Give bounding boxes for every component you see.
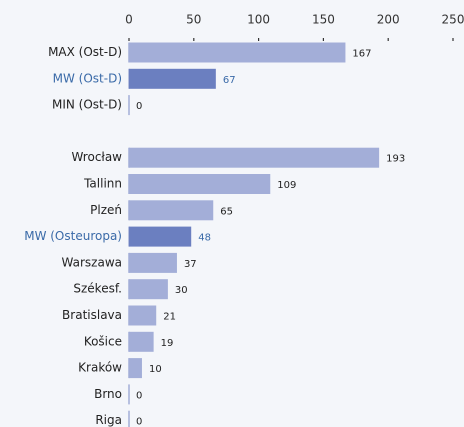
category-label: Wrocław — [71, 150, 122, 164]
x-tick-label: 250 — [442, 13, 464, 27]
bar — [129, 252, 177, 273]
value-label: 37 — [184, 259, 197, 270]
bar — [129, 358, 142, 379]
x-tick-label: 100 — [247, 13, 270, 27]
category-label: Brno — [94, 387, 122, 401]
x-tick-label: 150 — [312, 13, 335, 27]
value-label: 0 — [136, 390, 142, 401]
category-label: MW (Ost-D) — [53, 71, 122, 85]
bar — [129, 42, 346, 63]
bar — [129, 147, 380, 168]
bar — [129, 200, 214, 221]
x-tick-label: 0 — [125, 13, 133, 27]
category-label: MW (Osteuropa) — [24, 229, 122, 243]
category-label: Tallinn — [83, 177, 122, 191]
value-label: 10 — [149, 364, 162, 375]
value-label: 109 — [277, 180, 296, 191]
value-label: 167 — [352, 49, 371, 60]
category-label: Riga — [95, 413, 122, 427]
x-tick-label: 50 — [186, 13, 201, 27]
value-label: 30 — [175, 285, 188, 296]
category-label: Bratislava — [62, 308, 122, 322]
category-label: Kraków — [78, 361, 122, 375]
category-label: Plzeń — [90, 203, 122, 217]
value-label: 65 — [220, 206, 233, 217]
value-label: 19 — [161, 338, 174, 349]
value-label: 21 — [163, 312, 176, 323]
bar — [129, 68, 216, 89]
x-tick-label: 200 — [377, 13, 400, 27]
bar — [129, 226, 192, 247]
bar — [129, 305, 157, 326]
value-label: 0 — [136, 417, 142, 427]
value-label: 48 — [198, 233, 211, 244]
value-label: 193 — [386, 154, 405, 165]
category-label: MIN (Ost-D) — [52, 98, 122, 112]
bar — [129, 331, 154, 352]
bar — [129, 174, 271, 194]
value-label: 67 — [223, 75, 236, 86]
value-label: 0 — [136, 101, 142, 112]
category-label: Košice — [84, 334, 122, 348]
category-label: Székesf. — [73, 282, 122, 296]
bar — [129, 279, 168, 300]
category-label: MAX (Ost-D) — [48, 45, 122, 59]
category-label: Warszawa — [62, 255, 122, 269]
